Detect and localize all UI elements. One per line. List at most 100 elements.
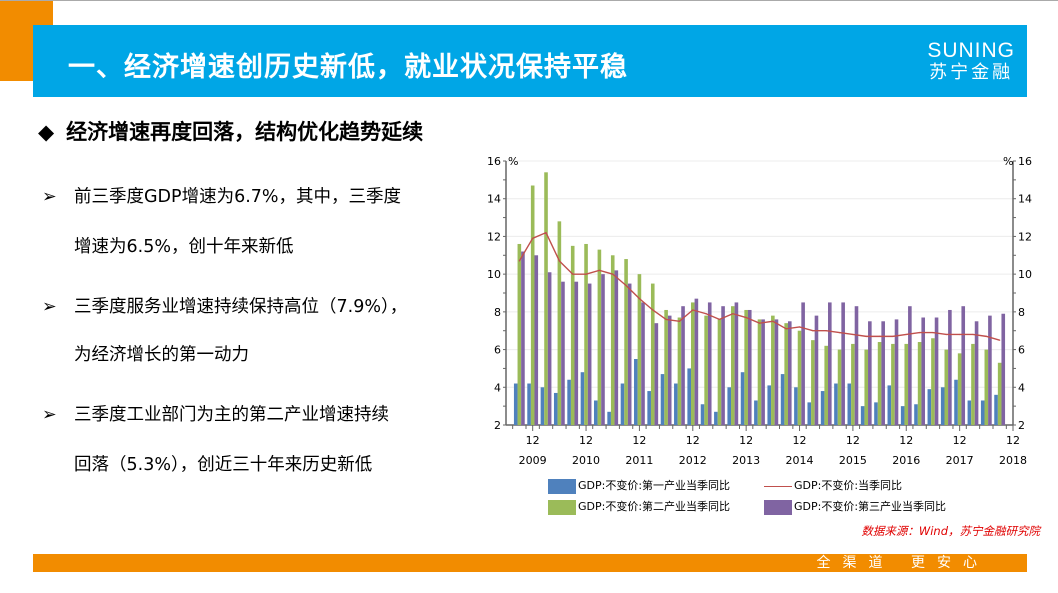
y-tick-label-right: 2 bbox=[1018, 419, 1025, 432]
bar-3 bbox=[974, 321, 979, 425]
y-tick-label-left: 8 bbox=[494, 306, 501, 319]
bar-3 bbox=[681, 306, 685, 425]
gdp-point bbox=[812, 330, 814, 332]
bullet-1-line1: 前三季度GDP增速为6.7%，其中，三季度 bbox=[74, 187, 402, 207]
bullet-3: ➢ 三季度工业部门为主的第二产业增速持续 bbox=[42, 401, 389, 426]
logo-cn: 苏宁金融 bbox=[929, 62, 1014, 83]
x-tick-year: 2011 bbox=[625, 454, 653, 467]
x-tick-year: 2013 bbox=[732, 454, 760, 467]
bar-3 bbox=[841, 302, 845, 425]
bar-2 bbox=[610, 255, 615, 425]
gdp-point bbox=[598, 269, 600, 271]
y-tick-label-right: 16 bbox=[1018, 155, 1032, 168]
bar-2 bbox=[877, 342, 882, 425]
bar-1 bbox=[620, 383, 625, 425]
bar-3 bbox=[641, 302, 645, 425]
bar-3 bbox=[908, 306, 912, 425]
x-tick-month: 12 bbox=[793, 434, 807, 447]
legend-swatch bbox=[548, 499, 576, 515]
bar-1 bbox=[580, 372, 585, 425]
bar-2 bbox=[944, 349, 949, 425]
x-tick-month: 12 bbox=[526, 434, 540, 447]
gdp-point bbox=[959, 333, 961, 336]
bar-3 bbox=[587, 283, 592, 425]
gdp-point bbox=[732, 313, 734, 315]
gdp-point bbox=[758, 322, 761, 324]
y-tick-label-right: 4 bbox=[1018, 381, 1025, 394]
x-tick-month: 12 bbox=[632, 434, 646, 447]
legend-swatch bbox=[764, 485, 792, 487]
legend-swatch bbox=[548, 478, 576, 494]
bar-1 bbox=[607, 411, 611, 425]
gdp-point bbox=[585, 273, 587, 275]
bar-3 bbox=[734, 302, 739, 425]
bar-1 bbox=[754, 400, 758, 425]
y-tick-label-left: 6 bbox=[494, 344, 501, 357]
gdp-point bbox=[625, 284, 627, 287]
gdp-point bbox=[572, 273, 574, 275]
gdp-point bbox=[718, 318, 721, 320]
legend-label: GDP:不变价:第一产业当季同比 bbox=[578, 479, 731, 492]
gdp-point bbox=[999, 339, 1001, 341]
gdp-point bbox=[905, 333, 907, 336]
x-tick-month: 12 bbox=[953, 434, 967, 447]
bar-3 bbox=[988, 315, 992, 425]
gdp-point bbox=[545, 232, 547, 234]
gdp-point bbox=[825, 330, 827, 332]
bar-1 bbox=[647, 391, 651, 425]
bar-3 bbox=[934, 317, 939, 425]
arrow-bullet-icon: ➢ bbox=[42, 187, 57, 207]
x-tick-year: 2015 bbox=[839, 454, 867, 467]
y-tick-label-left: 2 bbox=[494, 419, 501, 432]
bar-2 bbox=[717, 319, 722, 425]
gdp-point bbox=[532, 237, 534, 239]
bar-1 bbox=[914, 404, 918, 425]
x-tick-year: 2016 bbox=[892, 454, 920, 467]
legend-label: GDP:不变价:当季同比 bbox=[794, 479, 903, 492]
gdp-point bbox=[878, 335, 881, 337]
bar-3 bbox=[814, 315, 819, 425]
gdp-point bbox=[798, 326, 801, 328]
x-tick-year: 2009 bbox=[519, 454, 547, 467]
gdp-point bbox=[772, 320, 774, 322]
legend-gdp: GDP:不变价:当季同比 bbox=[764, 477, 902, 493]
y-tick-label-left: 14 bbox=[487, 193, 501, 206]
x-tick-year: 2018 bbox=[999, 454, 1027, 467]
bar-2 bbox=[704, 315, 708, 425]
bar-1 bbox=[900, 406, 905, 425]
y-tick-label-left: 16 bbox=[487, 155, 501, 168]
bar-1 bbox=[714, 411, 718, 425]
bar-2 bbox=[864, 349, 869, 425]
bar-2 bbox=[664, 309, 668, 425]
gdp-point bbox=[705, 313, 707, 315]
bar-1 bbox=[780, 374, 785, 425]
gdp-point bbox=[518, 260, 520, 262]
bar-2 bbox=[530, 185, 535, 425]
bar-1 bbox=[593, 400, 598, 425]
bar-2 bbox=[731, 306, 735, 425]
bar-2 bbox=[997, 362, 1002, 425]
y-tick-label-left: 4 bbox=[494, 381, 501, 394]
bullet-3-line2: 回落（5.3%），创近三十年来历史新低 bbox=[74, 455, 373, 475]
bar-2 bbox=[957, 353, 962, 425]
bar-3 bbox=[654, 323, 659, 425]
bullet-2-line2: 为经济增长的第一动力 bbox=[74, 345, 249, 365]
bar-2 bbox=[677, 317, 682, 425]
bar-3 bbox=[894, 319, 899, 425]
bar-2 bbox=[624, 259, 628, 425]
gdp-point bbox=[919, 332, 921, 334]
y-tick-label-right: 6 bbox=[1018, 344, 1025, 357]
bar-1 bbox=[834, 383, 838, 425]
footer-slogan: 全渠道 更安心 bbox=[816, 555, 989, 571]
bar-1 bbox=[847, 383, 852, 425]
x-tick-year: 2017 bbox=[946, 454, 974, 467]
bar-3 bbox=[614, 270, 619, 425]
bar-3 bbox=[948, 309, 952, 425]
gdp-point bbox=[652, 309, 654, 311]
y-tick-label-left: 12 bbox=[487, 230, 501, 243]
bar-2 bbox=[690, 302, 695, 425]
page-title: 一、经济增速创历史新低，就业状况保持平稳 bbox=[68, 52, 628, 83]
bar-1 bbox=[820, 391, 825, 425]
gdp-point bbox=[678, 320, 681, 322]
y-tick-label-right: 14 bbox=[1018, 193, 1032, 206]
